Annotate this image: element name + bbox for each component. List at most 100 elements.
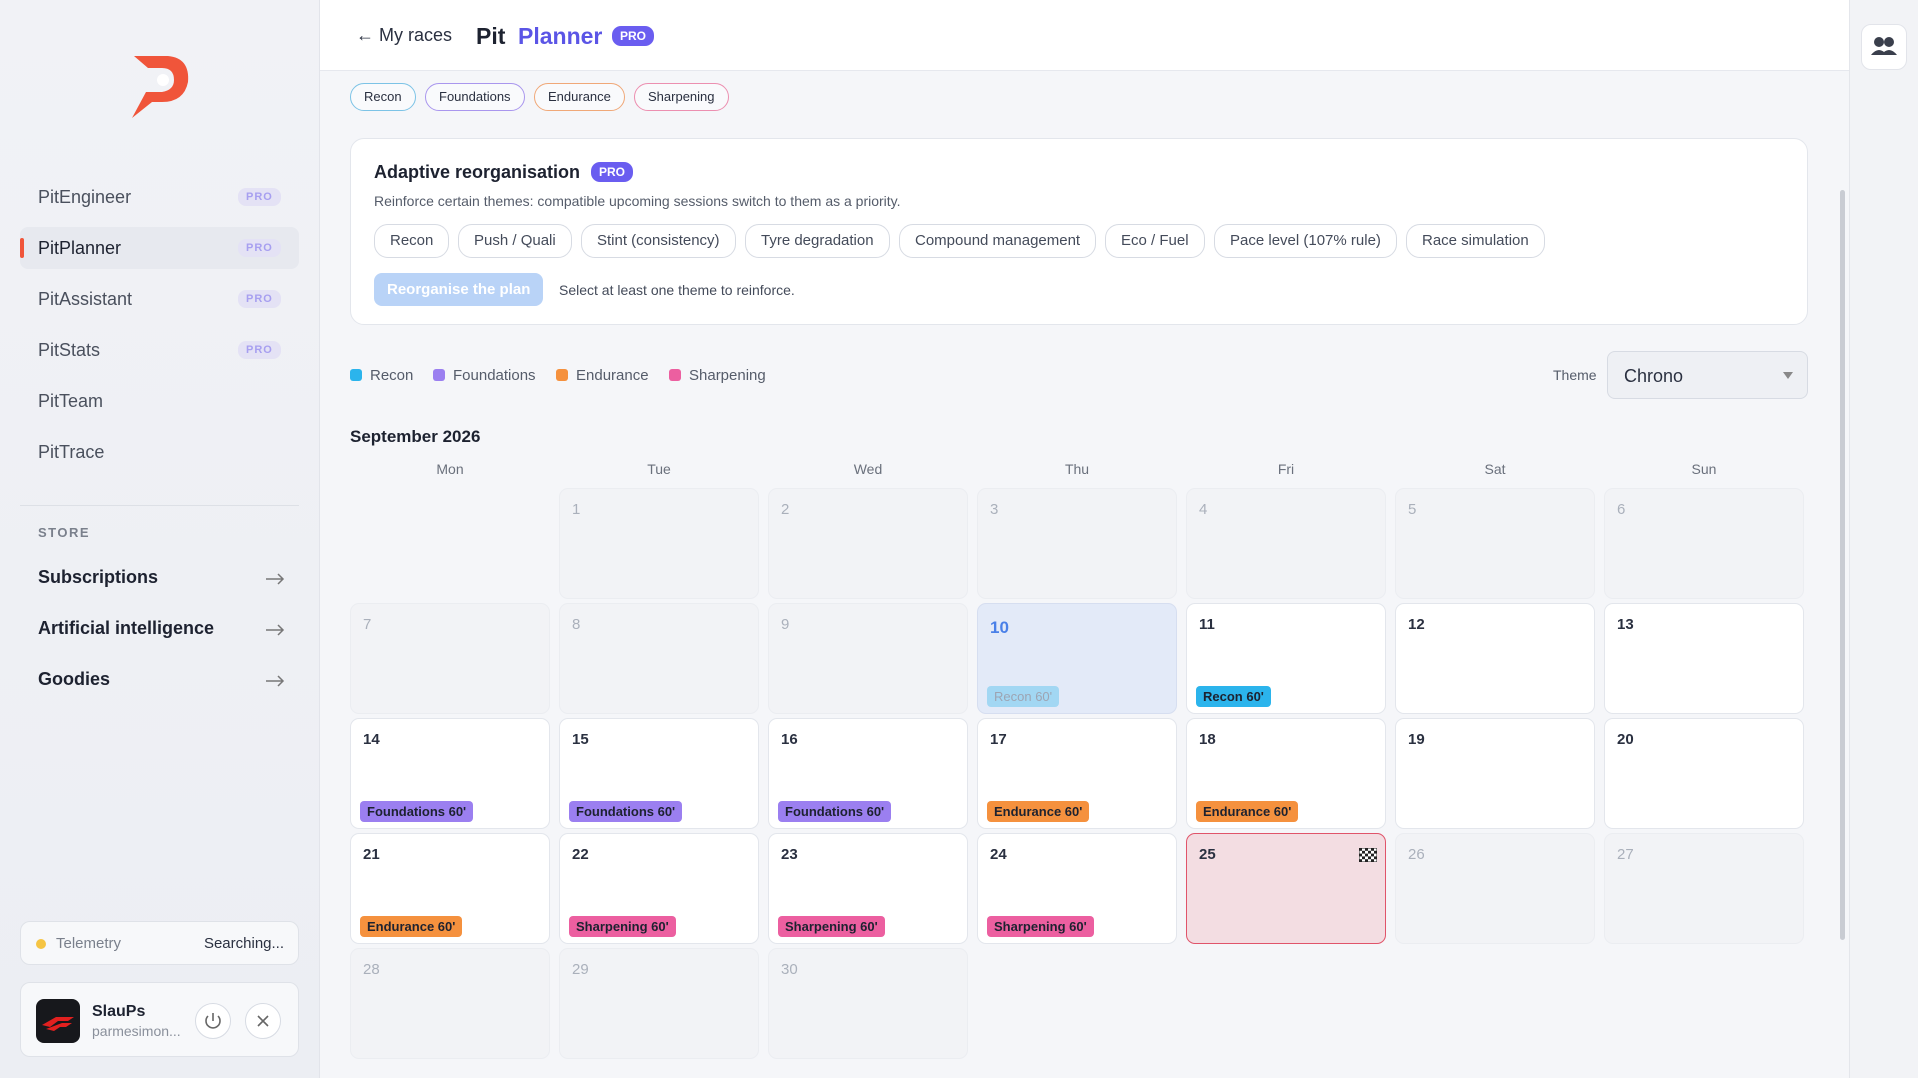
day-cell[interactable]: 30 — [768, 948, 968, 1059]
day-cell[interactable]: 12 — [1395, 603, 1595, 714]
sidebar: PitEngineer PRO PitPlanner PRO PitAssistant P… — [0, 0, 320, 1078]
session-tag[interactable]: Endurance 60' — [987, 801, 1090, 822]
store-item[interactable]: Subscriptions — [20, 562, 299, 594]
day-number: 18 — [1199, 731, 1216, 748]
day-cell[interactable]: 13 — [1604, 603, 1804, 714]
user-handle: parmesimon... — [92, 1023, 181, 1039]
session-tag[interactable]: Sharpening 60' — [569, 916, 676, 937]
store-label: Goodies — [38, 669, 111, 689]
adaptive-title: Adaptive reorganisation — [374, 162, 581, 182]
nav-item[interactable]: PitPlanner PRO — [20, 227, 299, 269]
day-number: 29 — [572, 961, 589, 978]
session-tag[interactable]: Sharpening 60' — [987, 916, 1094, 937]
session-tag[interactable]: Foundations 60' — [778, 801, 892, 822]
nav-item[interactable]: PitAssistant PRO — [20, 278, 299, 320]
day-cell[interactable]: 21 Endurance 60' — [350, 833, 550, 944]
day-cell[interactable]: 22 Sharpening 60' — [559, 833, 759, 944]
day-cell[interactable]: 2 — [768, 488, 968, 599]
user-name: SlauPs — [92, 1003, 146, 1020]
weekday: Sat — [1484, 461, 1506, 477]
day-cell[interactable]: 29 — [559, 948, 759, 1059]
back-link[interactable]: ← My races — [356, 25, 453, 45]
day-cell[interactable]: 10 Recon 60' — [977, 603, 1177, 714]
theme-select[interactable]: Chrono — [1607, 351, 1808, 399]
theme-pill[interactable]: Stint (consistency) — [581, 224, 736, 258]
day-number: 21 — [363, 846, 380, 863]
day-cell[interactable]: 16 Foundations 60' — [768, 718, 968, 829]
telemetry-label: Telemetry — [56, 935, 122, 952]
session-tag[interactable]: Endurance 60' — [1196, 801, 1299, 822]
day-cell[interactable]: 18 Endurance 60' — [1186, 718, 1386, 829]
nav-label: PitAssistant — [38, 289, 133, 309]
theme-label: Theme — [1553, 367, 1597, 383]
filter-pill[interactable]: Endurance — [534, 83, 625, 111]
day-cell[interactable]: 8 — [559, 603, 759, 714]
theme-pill[interactable]: Tyre degradation — [745, 224, 890, 258]
team-button[interactable] — [1861, 24, 1907, 70]
day-number: 25 — [1199, 846, 1216, 863]
session-tag[interactable]: Foundations 60' — [569, 801, 683, 822]
close-button[interactable] — [245, 1003, 281, 1039]
day-cell[interactable]: 25 — [1186, 833, 1386, 944]
day-cell[interactable]: 15 Foundations 60' — [559, 718, 759, 829]
adaptive-description: Reinforce certain themes: compatible upc… — [374, 193, 901, 209]
reorganise-button[interactable]: Reorganise the plan — [374, 273, 544, 306]
weekday: Fri — [1277, 461, 1295, 477]
session-tag[interactable]: Recon 60' — [987, 686, 1060, 707]
nav-label: PitEngineer — [38, 187, 132, 207]
theme-pill[interactable]: Pace level (107% rule) — [1214, 224, 1397, 258]
day-number: 15 — [572, 731, 589, 748]
filter-pill[interactable]: Recon — [350, 83, 416, 111]
day-cell[interactable]: 23 Sharpening 60' — [768, 833, 968, 944]
day-cell[interactable]: 28 — [350, 948, 550, 1059]
user-card: SlauPs parmesimon... — [20, 982, 299, 1057]
day-cell[interactable]: 9 — [768, 603, 968, 714]
session-tag[interactable]: Recon 60' — [1196, 686, 1271, 707]
title-planner: Planner — [518, 23, 603, 49]
day-cell[interactable]: 26 — [1395, 833, 1595, 944]
legend-label: Foundations — [453, 367, 536, 384]
power-button[interactable] — [195, 1003, 231, 1039]
session-tag[interactable]: Foundations 60' — [360, 801, 474, 822]
session-tag[interactable]: Endurance 60' — [360, 916, 463, 937]
month-title: September 2026 — [350, 427, 481, 446]
right-strip — [1849, 0, 1918, 1078]
day-cell[interactable]: 11 Recon 60' — [1186, 603, 1386, 714]
theme-pill[interactable]: Compound management — [899, 224, 1097, 258]
nav-item[interactable]: PitEngineer PRO — [20, 176, 299, 218]
arrow-icon — [266, 624, 285, 636]
nav-item[interactable]: PitTeam — [20, 380, 299, 422]
day-cell[interactable]: 5 — [1395, 488, 1595, 599]
store-item[interactable]: Goodies — [20, 664, 299, 696]
day-cell[interactable]: 1 — [559, 488, 759, 599]
day-cell[interactable]: 6 — [1604, 488, 1804, 599]
day-cell[interactable]: 19 — [1395, 718, 1595, 829]
day-cell[interactable]: 4 — [1186, 488, 1386, 599]
store-label: Artificial intelligence — [38, 618, 215, 638]
day-number: 2 — [781, 501, 790, 518]
theme-pill[interactable]: Race simulation — [1406, 224, 1545, 258]
weekday: Mon — [436, 461, 464, 477]
theme-pill[interactable]: Eco / Fuel — [1105, 224, 1205, 258]
day-number: 27 — [1617, 846, 1634, 863]
filter-pill[interactable]: Sharpening — [634, 83, 729, 111]
legend-swatch — [433, 369, 445, 381]
nav-item[interactable]: PitTrace — [20, 431, 299, 473]
day-cell[interactable]: 3 — [977, 488, 1177, 599]
day-cell[interactable]: 27 — [1604, 833, 1804, 944]
theme-pill[interactable]: Push / Quali — [458, 224, 572, 258]
weekday: Tue — [647, 461, 671, 477]
theme-pill[interactable]: Recon — [374, 224, 450, 258]
session-tag[interactable]: Sharpening 60' — [778, 916, 885, 937]
day-cell[interactable]: 24 Sharpening 60' — [977, 833, 1177, 944]
day-cell[interactable]: 7 — [350, 603, 550, 714]
day-cell[interactable]: 17 Endurance 60' — [977, 718, 1177, 829]
filter-pill[interactable]: Foundations — [425, 83, 525, 111]
day-cell[interactable]: 14 Foundations 60' — [350, 718, 550, 829]
day-number: 14 — [363, 731, 380, 748]
store-item[interactable]: Artificial intelligence — [20, 613, 299, 645]
nav-item[interactable]: PitStats PRO — [20, 329, 299, 371]
day-cell[interactable]: 20 — [1604, 718, 1804, 829]
active-indicator — [20, 238, 24, 258]
